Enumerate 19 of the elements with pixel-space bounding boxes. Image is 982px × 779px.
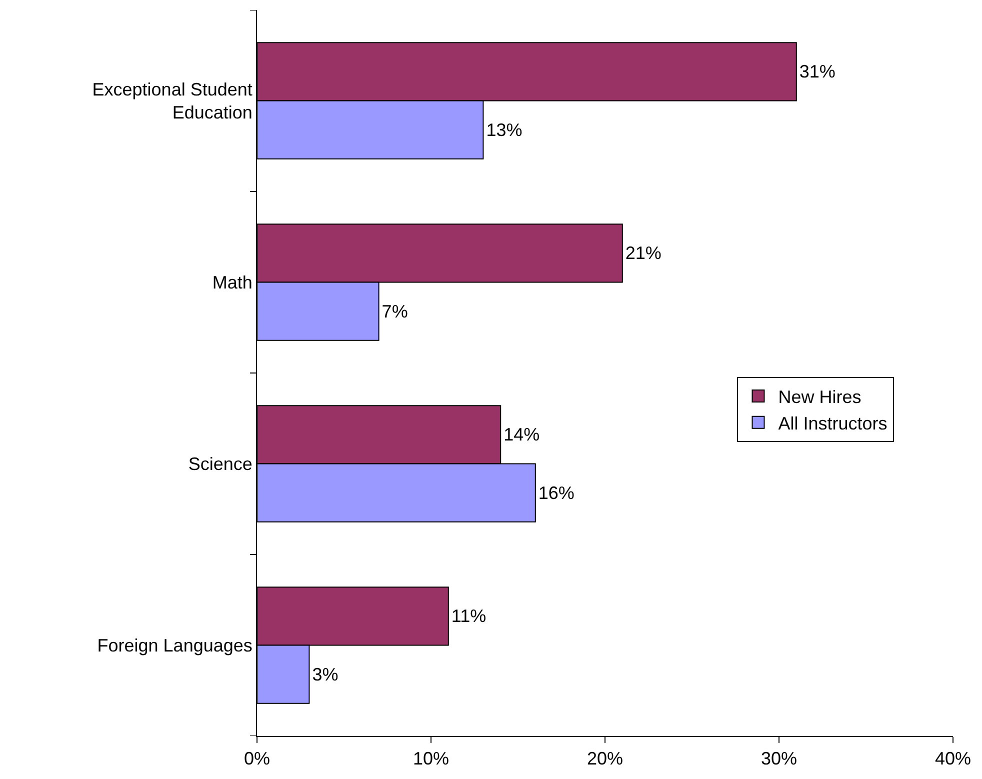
x-tick-label: 0% [244,748,270,769]
data-label: 11% [451,606,486,626]
data-label: 14% [504,424,540,445]
data-label: 3% [312,664,338,684]
y-tick-label: Science [188,454,252,474]
y-tick-label: Math [212,272,252,293]
data-label: 21% [625,243,662,264]
data-label: 31% [799,62,836,82]
data-label: 7% [382,301,408,322]
data-label: 16% [538,482,574,503]
legend-label: New Hires [778,387,862,408]
x-tick-label: 10% [412,748,450,769]
data-label: 13% [486,120,522,140]
legend-label: All Instructors [778,413,888,434]
x-tick-label: 40% [934,748,972,769]
x-tick-label: 20% [586,748,624,769]
x-tick-label: 30% [760,748,798,769]
y-tick-label: Foreign Languages [97,636,252,656]
y-tick-label: Exceptional Student Education [92,79,252,123]
